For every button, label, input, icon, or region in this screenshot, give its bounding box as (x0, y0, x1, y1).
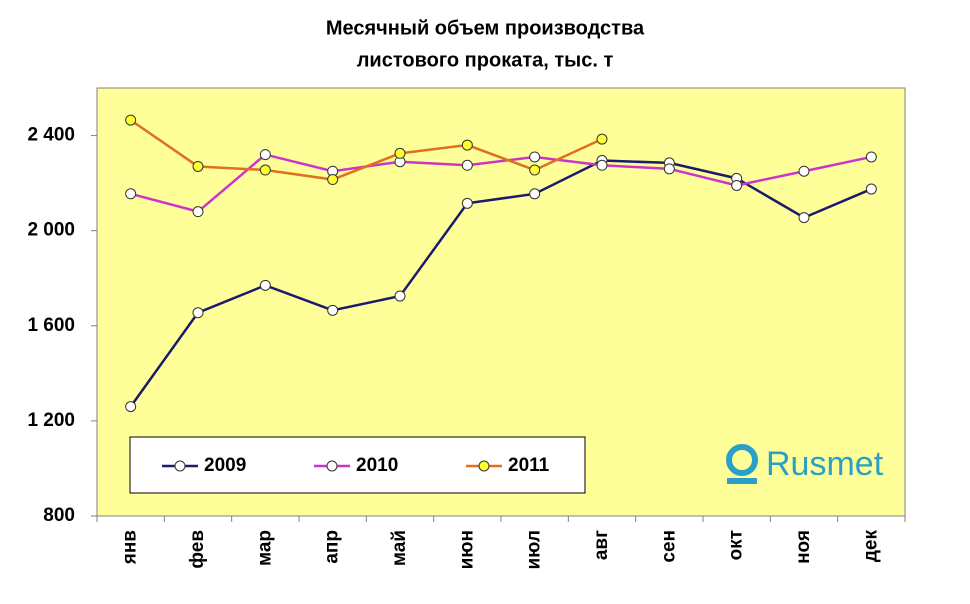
legend-marker (478, 460, 490, 472)
x-tick-label: дек (860, 530, 881, 563)
x-tick-label: мар (254, 530, 275, 566)
x-tick-label: фев (187, 530, 208, 569)
x-tick-label: окт (726, 530, 747, 560)
series-line (130, 153, 872, 214)
chart-subtitle: листового проката, тыс. т (357, 49, 614, 71)
data-point (731, 179, 743, 191)
legend-marker (326, 460, 338, 472)
data-point (663, 163, 675, 175)
x-tick-label: июл (524, 530, 545, 570)
data-point (529, 151, 541, 163)
data-point (125, 401, 137, 413)
data-point (529, 188, 541, 200)
x-tick-label: апр (322, 530, 343, 564)
legend: 2009 2010 2011 (129, 436, 586, 494)
series-line (129, 159, 872, 408)
data-point (327, 304, 339, 316)
y-tick-label: 1 600 (27, 315, 75, 336)
y-tick-label: 1 200 (27, 410, 75, 431)
chart-title: Месячный объем производства (326, 17, 645, 39)
data-point (259, 164, 271, 176)
series-line (129, 119, 603, 181)
legend-box (129, 436, 586, 494)
data-point (259, 149, 271, 161)
x-tick-label: июн (456, 530, 477, 569)
x-tick-label: ноя (793, 530, 814, 564)
data-point (327, 174, 339, 186)
x-tick-label: авг (591, 530, 612, 560)
logo-text: Rusmet (766, 445, 884, 483)
data-point (192, 206, 204, 218)
x-tick-label: сен (658, 530, 679, 563)
data-point (125, 114, 137, 126)
data-point (596, 133, 608, 145)
x-tick-label: янв (120, 530, 141, 565)
legend-label: 2010 (356, 455, 398, 476)
legend-marker (174, 460, 186, 472)
data-point (394, 147, 406, 159)
data-point (259, 279, 271, 291)
logo-icon (726, 444, 758, 476)
legend-label: 2009 (204, 455, 246, 476)
x-tick-label: май (389, 530, 410, 566)
data-point (798, 212, 810, 224)
data-point (461, 139, 473, 151)
data-point (529, 164, 541, 176)
data-point (192, 307, 204, 319)
data-point (192, 160, 204, 172)
data-point (461, 197, 473, 209)
data-point (461, 159, 473, 171)
logo: Rusmet (726, 444, 884, 484)
data-point (125, 188, 137, 200)
data-point (798, 165, 810, 177)
legend-label: 2011 (508, 455, 550, 476)
y-tick-label: 2 000 (27, 220, 75, 241)
data-point (865, 151, 877, 163)
data-point (865, 183, 877, 195)
logo-icon-base (727, 478, 757, 484)
y-tick-label: 800 (43, 505, 75, 526)
data-point (394, 290, 406, 302)
y-tick-label: 2 400 (27, 125, 75, 146)
data-point (596, 159, 608, 171)
